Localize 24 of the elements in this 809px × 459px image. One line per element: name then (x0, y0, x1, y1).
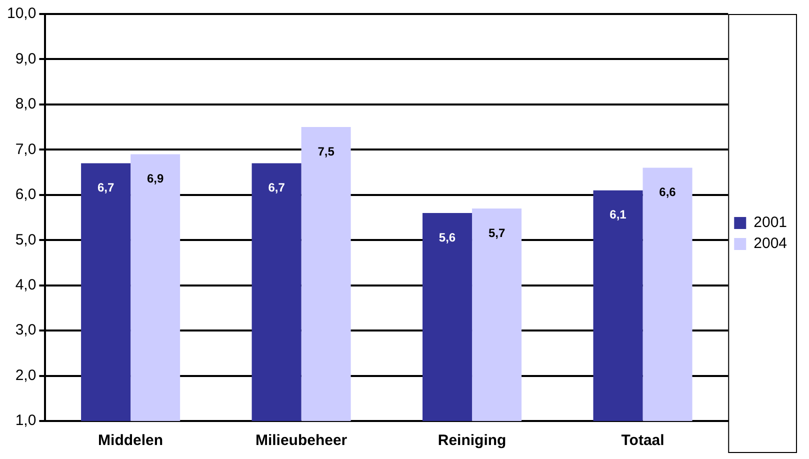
y-tick-label: 9,0 (15, 50, 36, 68)
y-tick-label: 5,0 (15, 231, 36, 248)
y-tick-label: 1,0 (15, 412, 36, 430)
data-label: 6,6 (659, 185, 676, 200)
y-tick-label: 10,0 (6, 5, 36, 22)
y-tick-label: 2,0 (15, 366, 36, 384)
x-tick-label: Totaal (621, 432, 664, 450)
data-label: 7,5 (318, 144, 335, 158)
data-label: 6,7 (97, 180, 114, 195)
y-tick-label: 4,0 (15, 276, 36, 294)
legend-label: 2004 (754, 235, 788, 252)
legend-label: 2001 (754, 214, 788, 232)
data-label: 6,1 (610, 208, 627, 222)
x-tick-label: Milieubeheer (255, 432, 348, 450)
y-tick-label: 3,0 (15, 322, 36, 339)
data-label: 6,9 (146, 172, 164, 186)
x-tick-label: Reiniging (438, 432, 506, 450)
x-tick-label: Middelen (98, 432, 164, 450)
data-label: 5,7 (488, 226, 506, 240)
data-label: 5,6 (438, 230, 456, 244)
y-tick-label: 7,0 (15, 140, 36, 158)
y-tick-label: 8,0 (15, 96, 36, 113)
data-label: 6,7 (268, 180, 286, 195)
y-tick-label: 6,0 (15, 186, 36, 204)
